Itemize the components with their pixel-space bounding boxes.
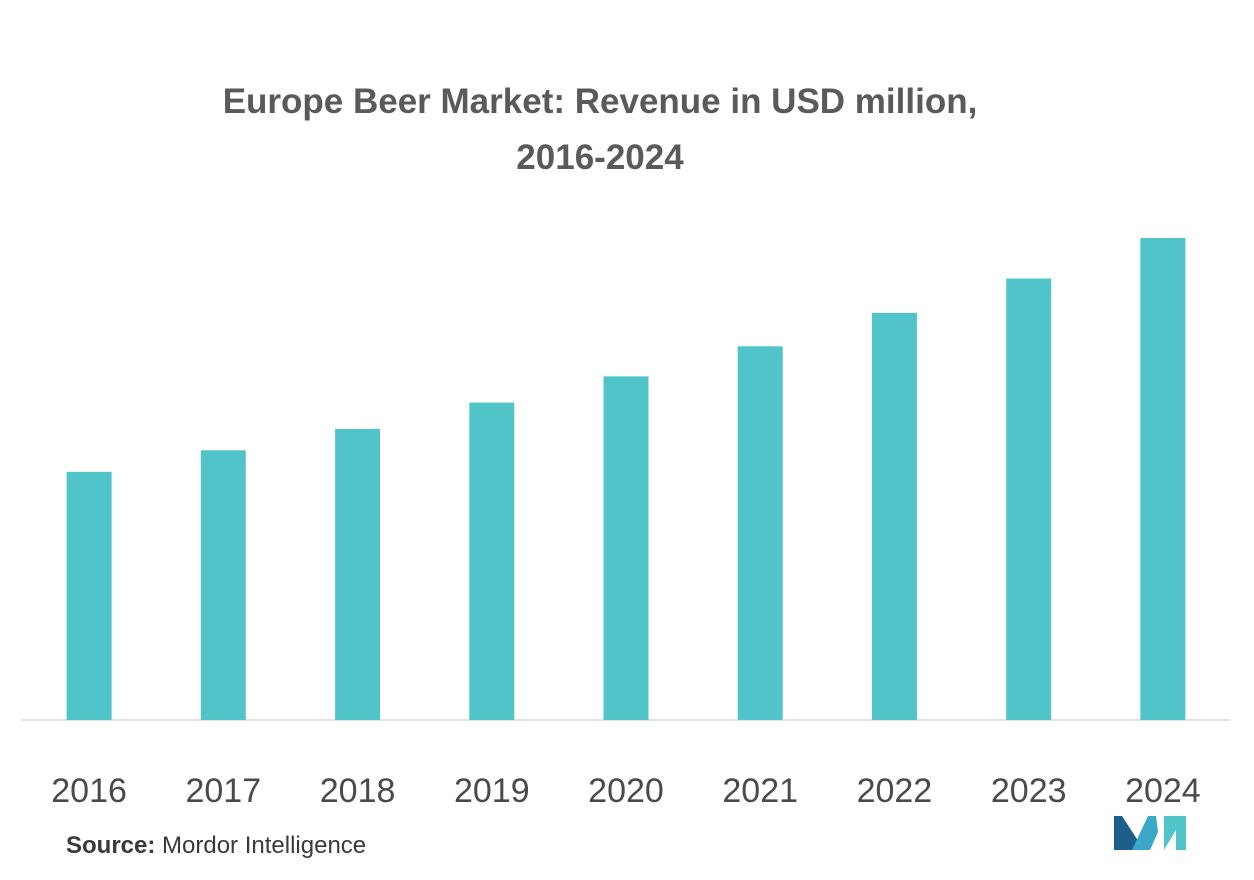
x-tick-label-2024: 2024 [1125,772,1201,810]
bar-2018 [335,428,381,720]
bar-2022 [871,312,917,720]
chart-title-line-2: 2016-2024 [516,138,684,177]
x-tick-label-2021: 2021 [722,772,798,810]
bars-group [66,238,1186,720]
x-tick-label-2018: 2018 [320,772,396,810]
logo-shape-right [1164,816,1186,850]
logo-shape-mid [1132,816,1158,850]
source-text: Mordor Intelligence [155,832,367,859]
source-label: Source: [66,832,156,859]
x-tick-label-2016: 2016 [51,772,127,810]
x-tick-label-2023: 2023 [991,772,1067,810]
bar-2024 [1140,238,1186,720]
x-tick-label-2022: 2022 [857,772,933,810]
x-tick-label-2017: 2017 [185,772,261,810]
bar-2021 [737,346,783,720]
mordor-intelligence-logo-icon [1114,816,1186,850]
chart-title-line-1: Europe Beer Market: Revenue in USD milli… [222,82,978,121]
bar-2019 [469,402,515,720]
bar-2023 [1006,278,1052,720]
x-tick-labels: 2016 2017 2018 2019 2020 2021 2022 2023 2024 [51,772,1200,810]
x-tick-label-2020: 2020 [588,772,664,810]
x-tick-label-2019: 2019 [454,772,530,810]
source-note: Source: Mordor Intelligence [66,832,366,860]
bar-2017 [200,450,246,720]
bar-2020 [603,376,649,720]
bar-2016 [66,471,112,720]
chart-title: Europe Beer Market: Revenue in USD milli… [0,74,1200,186]
